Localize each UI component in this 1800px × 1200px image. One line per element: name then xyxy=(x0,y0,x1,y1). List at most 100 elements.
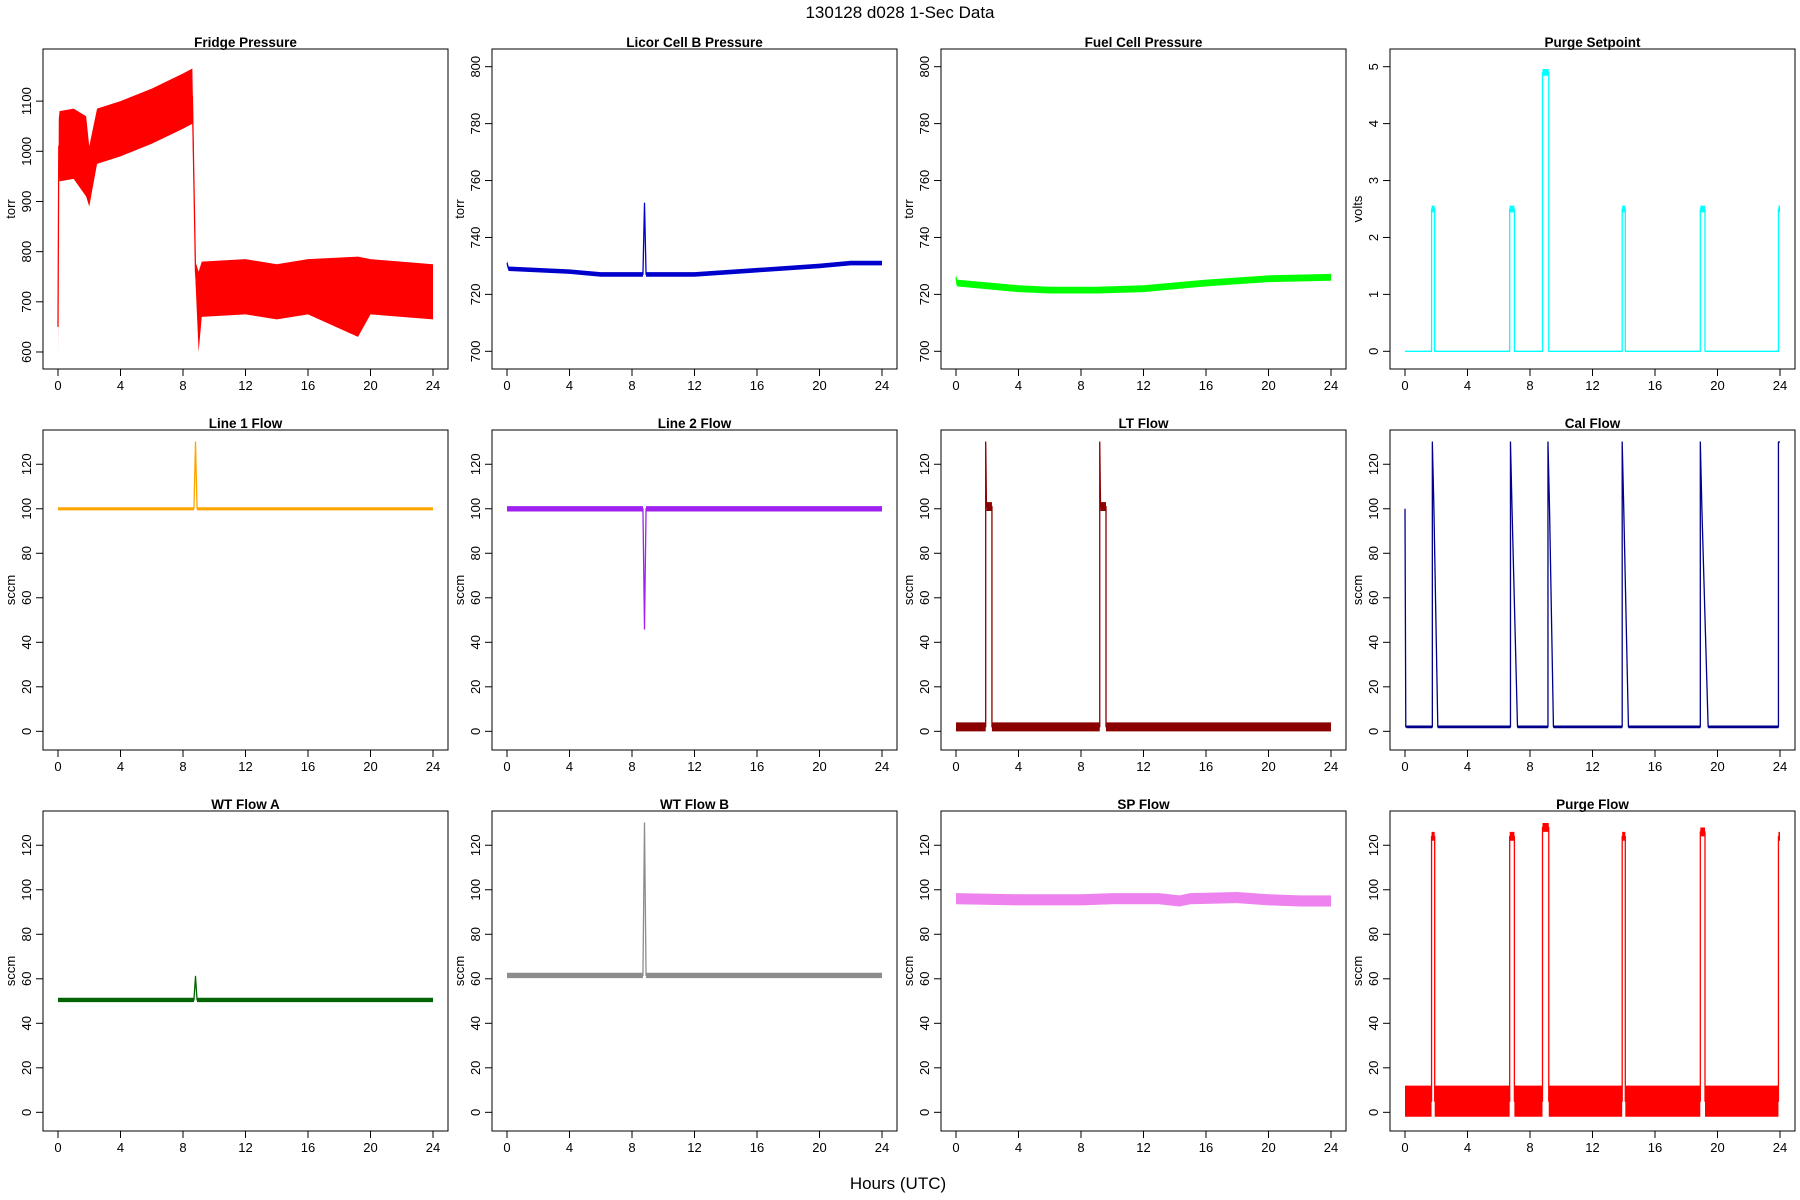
x-tick-label: 8 xyxy=(179,378,186,393)
series-line-1 xyxy=(57,95,434,327)
x-tick-label: 16 xyxy=(301,378,315,393)
x-tick-label: 0 xyxy=(54,1140,61,1155)
x-tick-label: 16 xyxy=(1199,759,1213,774)
y-tick-label: 60 xyxy=(1366,972,1381,986)
x-tick-label: 4 xyxy=(1464,378,1471,393)
y-tick-label: 1 xyxy=(1366,291,1381,298)
y-tick-label: 40 xyxy=(19,1016,34,1030)
y-tick-label: 3 xyxy=(1366,177,1381,184)
series-band-1 xyxy=(956,273,1331,294)
y-tick-label: 0 xyxy=(468,728,483,735)
y-axis-label: sccm xyxy=(452,956,467,986)
y-tick-label: 120 xyxy=(468,453,483,475)
x-tick-label: 4 xyxy=(1464,759,1471,774)
plot-frame xyxy=(940,48,1347,370)
y-axis: 0 20 40 60 80 100 120 xyxy=(1366,834,1391,1116)
y-axis-label: sccm xyxy=(1350,575,1365,605)
x-axis: 0 4 8 12 16 20 24 xyxy=(1401,1130,1787,1155)
panel-title: Licor Cell B Pressure xyxy=(626,35,763,50)
y-axis-label: torr xyxy=(3,199,18,219)
plot-frame xyxy=(491,48,898,370)
x-tick-label: 8 xyxy=(1526,1140,1533,1155)
y-axis-label: torr xyxy=(452,199,467,219)
y-tick-label: 40 xyxy=(1366,1016,1381,1030)
x-tick-label: 24 xyxy=(1773,378,1787,393)
x-tick-label: 20 xyxy=(812,378,826,393)
figure-title: 130128 d028 1-Sec Data xyxy=(805,3,995,22)
plot-area xyxy=(956,441,1331,732)
x-tick-label: 20 xyxy=(363,1140,377,1155)
y-axis: 0 20 40 60 80 100 120 xyxy=(917,453,942,735)
y-axis-label: sccm xyxy=(452,575,467,605)
x-tick-label: 8 xyxy=(1526,759,1533,774)
y-axis: 0 20 40 60 80 100 120 xyxy=(19,453,44,735)
x-tick-label: 0 xyxy=(952,759,959,774)
x-tick-label: 0 xyxy=(54,378,61,393)
y-tick-label: 120 xyxy=(468,834,483,856)
x-tick-label: 4 xyxy=(566,759,573,774)
panel-11: 0 4 8 12 16 20 24 0 20 40 60 80 100 120 sccm SP Flow xyxy=(901,797,1347,1155)
x-tick-label: 20 xyxy=(363,378,377,393)
x-axis: 0 4 8 12 16 20 24 xyxy=(952,1130,1338,1155)
y-tick-label: 2 xyxy=(1366,234,1381,241)
x-tick-label: 16 xyxy=(750,759,764,774)
plot-area xyxy=(507,820,882,979)
x-tick-label: 12 xyxy=(1585,1140,1599,1155)
y-tick-label: 4 xyxy=(1366,120,1381,127)
y-tick-label: 780 xyxy=(917,113,932,135)
y-tick-label: 1100 xyxy=(19,87,34,115)
x-tick-label: 20 xyxy=(1261,378,1275,393)
panel-title: Line 2 Flow xyxy=(658,416,732,431)
y-tick-label: 40 xyxy=(468,635,483,649)
x-tick-label: 16 xyxy=(1199,1140,1213,1155)
y-tick-label: 720 xyxy=(917,284,932,306)
x-tick-label: 12 xyxy=(238,378,252,393)
x-tick-label: 24 xyxy=(1773,759,1787,774)
plot-area xyxy=(58,974,433,1003)
series-line-1 xyxy=(58,441,433,510)
x-tick-label: 12 xyxy=(1585,378,1599,393)
y-tick-label: 80 xyxy=(1366,927,1381,941)
x-tick-label: 4 xyxy=(117,759,124,774)
y-tick-label: 100 xyxy=(19,498,34,520)
plot-frame xyxy=(42,429,449,751)
x-tick-label: 8 xyxy=(1077,759,1084,774)
x-tick-label: 8 xyxy=(628,1140,635,1155)
plot-frame xyxy=(1389,48,1796,370)
y-axis: 600 700 800 900 1000 1100 xyxy=(19,87,44,363)
x-tick-label: 24 xyxy=(1324,759,1338,774)
x-axis: 0 4 8 12 16 20 24 xyxy=(1401,368,1787,393)
y-tick-label: 80 xyxy=(468,546,483,560)
y-tick-label: 40 xyxy=(917,1016,932,1030)
x-axis: 0 4 8 12 16 20 24 xyxy=(54,1130,440,1155)
y-tick-label: 700 xyxy=(468,340,483,362)
series-line-1 xyxy=(1405,71,1780,352)
plot-area xyxy=(1404,441,1780,729)
y-tick-label: 80 xyxy=(19,927,34,941)
y-tick-label: 20 xyxy=(917,680,932,694)
y-tick-label: 100 xyxy=(1366,879,1381,901)
x-tick-label: 20 xyxy=(363,759,377,774)
x-tick-label: 4 xyxy=(566,378,573,393)
x-tick-label: 24 xyxy=(875,378,889,393)
x-axis: 0 4 8 12 16 20 24 xyxy=(54,368,440,393)
x-tick-label: 12 xyxy=(1585,759,1599,774)
x-tick-label: 8 xyxy=(1526,378,1533,393)
y-axis-label: sccm xyxy=(3,575,18,605)
series-band-1 xyxy=(507,201,882,277)
x-tick-label: 4 xyxy=(117,378,124,393)
series-line-1 xyxy=(506,202,882,276)
plot-area xyxy=(57,68,434,355)
x-tick-label: 24 xyxy=(426,1140,440,1155)
series-line-1 xyxy=(58,975,433,1001)
plot-frame xyxy=(940,810,1347,1132)
x-axis: 0 4 8 12 16 20 24 xyxy=(54,749,440,774)
panel-5: 0 4 8 12 16 20 24 0 20 40 60 80 100 120 sccm Line 1 Flo… xyxy=(3,416,449,774)
x-tick-label: 20 xyxy=(1261,1140,1275,1155)
x-axis-label: Hours (UTC) xyxy=(850,1174,946,1193)
x-tick-label: 4 xyxy=(1015,759,1022,774)
y-tick-label: 900 xyxy=(19,191,34,213)
x-axis: 0 4 8 12 16 20 24 xyxy=(503,749,889,774)
x-tick-label: 12 xyxy=(238,759,252,774)
y-axis: 0 1 2 3 4 5 xyxy=(1366,63,1391,355)
